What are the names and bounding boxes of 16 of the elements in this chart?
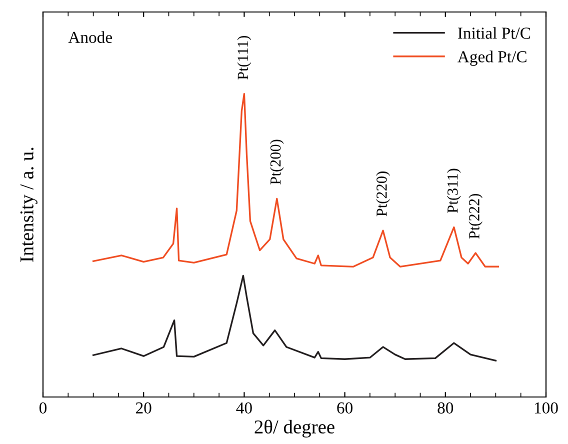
annotation: Pt(311) <box>447 168 461 213</box>
x-tick-label: 20 <box>136 402 152 414</box>
x-tick-label: 40 <box>236 402 252 414</box>
x-tick-label: 100 <box>534 402 558 414</box>
x-axis-title: 2θ/ degree <box>254 420 334 438</box>
annotation: Pt(111) <box>237 36 252 80</box>
x-tick-label: 0 <box>39 402 47 414</box>
x-tick-label: 60 <box>337 402 352 414</box>
annotation: Pt(220) <box>376 172 390 216</box>
x-tick-label: 80 <box>438 402 454 414</box>
y-axis-title: Intensity / a. u. <box>20 148 38 262</box>
legend-label: Aged Pt/C <box>458 50 526 66</box>
text: Anode <box>68 31 112 43</box>
annotation: Pt(222) <box>468 194 483 239</box>
annotation: Pt(200) <box>270 140 284 184</box>
legend-label: Initial Pt/C <box>458 27 530 39</box>
